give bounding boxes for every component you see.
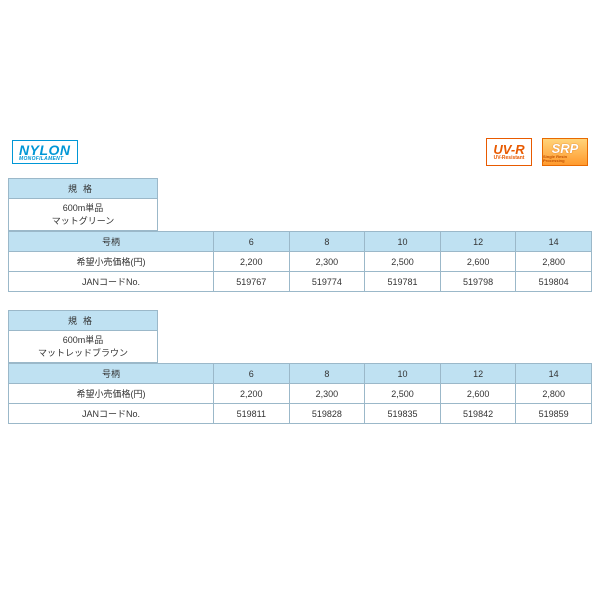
size-col: 14 <box>516 232 592 252</box>
price-row-label: 希望小売価格(円) <box>9 384 214 404</box>
price-cell: 2,600 <box>440 384 516 404</box>
jan-cell: 519774 <box>289 272 365 292</box>
jan-cell: 519781 <box>365 272 441 292</box>
spec-header-cell: 規格 <box>9 311 158 331</box>
size-header: 号柄 <box>9 364 214 384</box>
size-col: 12 <box>440 232 516 252</box>
spec-body-cell: 600m単品 マットグリーン <box>9 199 158 231</box>
uvr-badge: UV-R UV-Resistant <box>486 138 532 166</box>
size-col: 10 <box>365 364 441 384</box>
size-col: 14 <box>516 364 592 384</box>
spec-body-cell: 600m単品 マットレッドブラウン <box>9 331 158 363</box>
spec-header-cell: 規格 <box>9 179 158 199</box>
nylon-badge: NYLON MONOFILAMENT <box>12 140 78 164</box>
spec-line1: 600m単品 <box>63 335 104 345</box>
nylon-subtitle: MONOFILAMENT <box>19 157 71 162</box>
size-col: 8 <box>289 364 365 384</box>
size-col: 12 <box>440 364 516 384</box>
jan-cell: 519842 <box>440 404 516 424</box>
jan-cell: 519835 <box>365 404 441 424</box>
size-col: 8 <box>289 232 365 252</box>
srp-title: SRP <box>552 142 579 155</box>
nylon-title: NYLON <box>19 143 71 157</box>
uvr-subtitle: UV-Resistant <box>494 156 525 161</box>
spec-head-table: 規格 600m単品 マットレッドブラウン <box>8 310 158 363</box>
price-cell: 2,800 <box>516 384 592 404</box>
price-cell: 2,800 <box>516 252 592 272</box>
size-col: 6 <box>214 364 290 384</box>
spec-line2: マットレッドブラウン <box>38 348 128 358</box>
size-col: 6 <box>214 232 290 252</box>
badge-row: NYLON MONOFILAMENT UV-R UV-Resistant SRP… <box>8 138 592 166</box>
jan-cell: 519798 <box>440 272 516 292</box>
size-header: 号柄 <box>9 232 214 252</box>
jan-row-label: JANコードNo. <box>9 404 214 424</box>
jan-cell: 519811 <box>214 404 290 424</box>
spec-line2: マットグリーン <box>52 216 115 226</box>
price-row-label: 希望小売価格(円) <box>9 252 214 272</box>
data-table-1: 号柄 6 8 10 12 14 希望小売価格(円) 2,200 2,300 2,… <box>8 231 592 292</box>
spec-line1: 600m単品 <box>63 203 104 213</box>
jan-cell: 519767 <box>214 272 290 292</box>
price-cell: 2,300 <box>289 252 365 272</box>
size-col: 10 <box>365 232 441 252</box>
spec-block-1: 規格 600m単品 マットグリーン 号柄 6 8 10 12 14 希望小売価格… <box>8 178 592 292</box>
srp-badge: SRP Single Resin Processing <box>542 138 588 166</box>
price-cell: 2,200 <box>214 252 290 272</box>
data-table-2: 号柄 6 8 10 12 14 希望小売価格(円) 2,200 2,300 2,… <box>8 363 592 424</box>
price-cell: 2,600 <box>440 252 516 272</box>
jan-cell: 519828 <box>289 404 365 424</box>
price-cell: 2,300 <box>289 384 365 404</box>
jan-cell: 519804 <box>516 272 592 292</box>
jan-row-label: JANコードNo. <box>9 272 214 292</box>
srp-subtitle: Single Resin Processing <box>543 155 587 163</box>
right-badges: UV-R UV-Resistant SRP Single Resin Proce… <box>486 138 588 166</box>
price-cell: 2,200 <box>214 384 290 404</box>
spec-block-2: 規格 600m単品 マットレッドブラウン 号柄 6 8 10 12 14 希望小… <box>8 310 592 424</box>
price-cell: 2,500 <box>365 384 441 404</box>
spec-head-table: 規格 600m単品 マットグリーン <box>8 178 158 231</box>
price-cell: 2,500 <box>365 252 441 272</box>
jan-cell: 519859 <box>516 404 592 424</box>
